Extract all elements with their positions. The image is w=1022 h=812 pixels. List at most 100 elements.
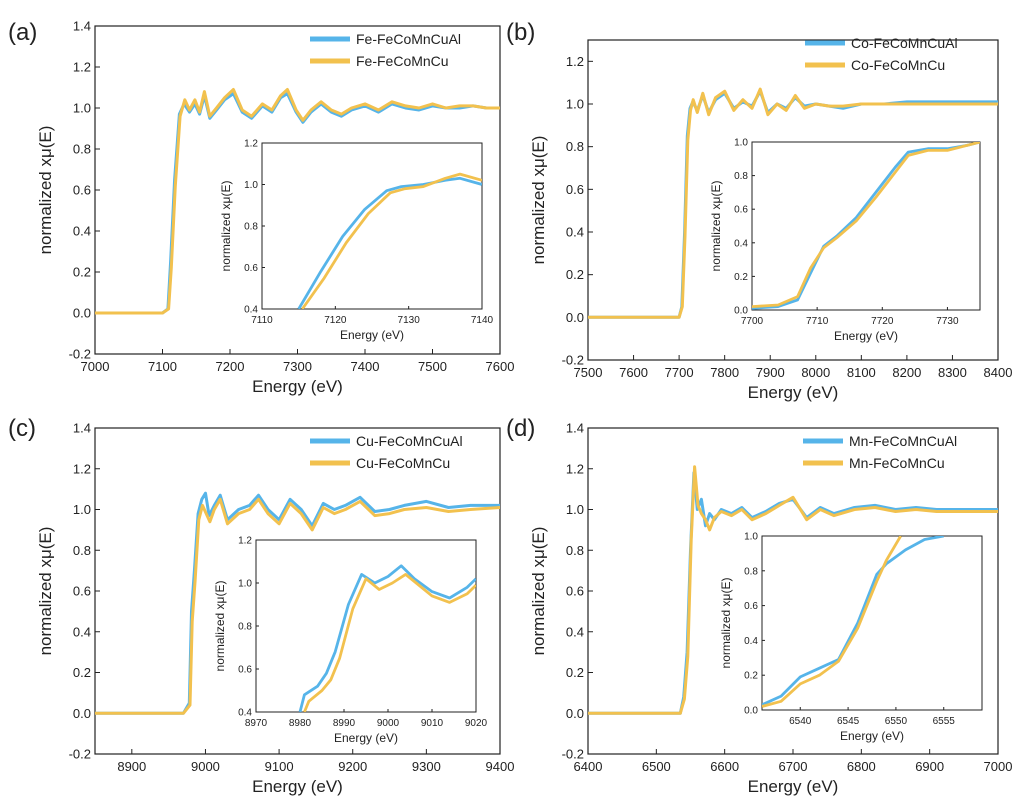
inset-xtick-label: 7120 [324, 315, 347, 326]
main-ytick-label: 0.0 [566, 310, 584, 325]
inset-xtick-label: 7710 [806, 316, 829, 327]
inset-line-Fe-FeCoMnCu [301, 172, 482, 309]
main-xtick-label: 7700 [665, 365, 694, 380]
main-xtick-label: 8200 [892, 365, 921, 380]
main-xtick-label: 9400 [486, 759, 515, 774]
legend-label: Co-FeCoMnCuAl [851, 35, 958, 51]
main-ytick-label: -0.2 [562, 747, 584, 762]
inset-xtick-label: 6550 [885, 716, 908, 727]
inset-ytick-label: 0.6 [734, 205, 748, 216]
panel-d: 6400 6500 6600 6700 6800 6900 7000 -0.2 0.0 0.2 0.… [506, 415, 1012, 796]
inset-xtick-label: 6545 [837, 716, 860, 727]
inset-ytick-label: 0.0 [744, 706, 758, 717]
panel-a: 7000 7100 7200 7300 7400 7500 7600 -0.2 0.0 0.2 0.… [8, 19, 514, 396]
main-ytick-label: 1.2 [73, 60, 91, 75]
main-ytick-label: 0.2 [73, 265, 91, 280]
main-ytick-label: 0.2 [566, 665, 584, 680]
main-ytick-label: 0.6 [73, 183, 91, 198]
main-xtick-label: 7600 [486, 359, 515, 374]
main-ytick-label: 0.4 [73, 624, 91, 639]
inset-xtick-label: 8990 [333, 718, 356, 729]
main-xtick-label: 7500 [574, 365, 603, 380]
main-xtick-label: 8100 [847, 365, 876, 380]
main-ytick-label: 0.4 [566, 624, 584, 639]
main-xlabel: Energy (eV) [748, 777, 839, 796]
legend-label: Mn-FeCoMnCu [849, 455, 945, 471]
inset-ylabel: normalized xμ(E) [213, 581, 227, 672]
main-ytick-label: 1.4 [566, 421, 584, 436]
main-line-Cu-FeCoMnCu [95, 497, 500, 715]
main-ytick-label: 0.0 [73, 306, 91, 321]
main-xtick-label: 6400 [574, 759, 603, 774]
inset-ytick-label: 0.8 [238, 622, 252, 633]
main-xtick-label: 6600 [710, 759, 739, 774]
main-ytick-label: 1.0 [566, 97, 584, 112]
inset-xtick-label: 7730 [936, 316, 959, 327]
main-xtick-label: 7000 [81, 359, 110, 374]
inset-chart: 6540 6545 6550 6555 0.0 0.2 0.4 0.6 0.8 1.0 Energy… [719, 532, 983, 743]
main-xtick-label: 6800 [847, 759, 876, 774]
main-line-Mn-FeCoMnCu [588, 465, 998, 715]
inset-ylabel: normalized xμ(E) [719, 578, 733, 669]
inset-ylabel: normalized xμ(E) [709, 181, 723, 272]
inset-ytick-label: 1.2 [244, 139, 258, 150]
main-line-Co-FeCoMnCu [588, 87, 998, 319]
main-xtick-label: 7200 [216, 359, 245, 374]
inset-xtick-label: 6540 [789, 716, 812, 727]
main-ytick-label: 0.4 [73, 224, 91, 239]
main-ytick-label: 0.0 [73, 706, 91, 721]
main-ytick-label: 0.6 [566, 584, 584, 599]
main-ytick-label: 1.4 [73, 421, 91, 436]
legend-label: Cu-FeCoMnCuAl [356, 433, 463, 449]
inset-chart: 7700 7710 7720 7730 0.0 0.2 0.4 0.6 0.8 1.0 Energy… [709, 138, 981, 343]
panel-label: (d) [506, 415, 535, 442]
main-xtick-label: 7000 [984, 759, 1013, 774]
inset-ytick-label: 1.2 [238, 536, 252, 547]
main-ytick-label: -0.2 [69, 747, 91, 762]
main-ytick-label: 0.6 [566, 182, 584, 197]
main-ytick-label: -0.2 [69, 347, 91, 362]
main-ytick-label: 1.2 [566, 461, 584, 476]
main-ytick-label: 0.2 [73, 665, 91, 680]
main-xtick-label: 9000 [191, 759, 220, 774]
main-xtick-label: 8900 [117, 759, 146, 774]
inset-ytick-label: 0.8 [744, 566, 758, 577]
main-ytick-label: 0.8 [73, 543, 91, 558]
inset-ytick-label: 1.0 [744, 532, 758, 543]
inset-ytick-label: 0.4 [744, 636, 758, 647]
inset-xtick-label: 7720 [871, 316, 894, 327]
legend-label: Mn-FeCoMnCuAl [849, 433, 957, 449]
main-xtick-label: 7600 [619, 365, 648, 380]
main-line-Cu-FeCoMnCuAl [95, 491, 500, 715]
inset-frame [261, 142, 483, 310]
inset-xlabel: Energy (eV) [840, 729, 904, 743]
panel-label: (c) [8, 415, 36, 442]
inset-xtick-label: 9020 [465, 718, 488, 729]
main-ytick-label: 1.0 [73, 502, 91, 517]
inset-xlabel: Energy (eV) [334, 731, 398, 745]
main-ytick-label: -0.2 [562, 353, 584, 368]
main-xtick-label: 8000 [801, 365, 830, 380]
main-xtick-label: 6900 [915, 759, 944, 774]
main-xtick-label: 6500 [642, 759, 671, 774]
inset-ytick-label: 1.0 [238, 579, 252, 590]
main-xtick-label: 7100 [148, 359, 177, 374]
main-xtick-label: 7300 [283, 359, 312, 374]
inset-ytick-label: 0.2 [744, 671, 758, 682]
legend-label: Fe-FeCoMnCuAl [356, 31, 461, 47]
main-xtick-label: 7500 [418, 359, 447, 374]
inset-ytick-label: 0.4 [734, 238, 748, 249]
inset-xtick-label: 7130 [398, 315, 421, 326]
main-ytick-label: 0.8 [566, 139, 584, 154]
inset-xtick-label: 7700 [741, 316, 764, 327]
main-ylabel: normalized xμ(E) [529, 136, 548, 265]
inset-xlabel: Energy (eV) [340, 328, 404, 342]
inset-xtick-label: 7140 [471, 315, 494, 326]
inset-line-Co-FeCoMnCuAl [752, 142, 980, 310]
main-ylabel: normalized xμ(E) [36, 126, 55, 255]
main-xtick-label: 8400 [984, 365, 1013, 380]
inset-chart: 7110 7120 7130 7140 0.4 0.6 0.8 1.0 1.2 Energy (e… [219, 139, 494, 343]
main-ytick-label: 0.6 [73, 584, 91, 599]
inset-ytick-label: 0.0 [734, 306, 748, 317]
